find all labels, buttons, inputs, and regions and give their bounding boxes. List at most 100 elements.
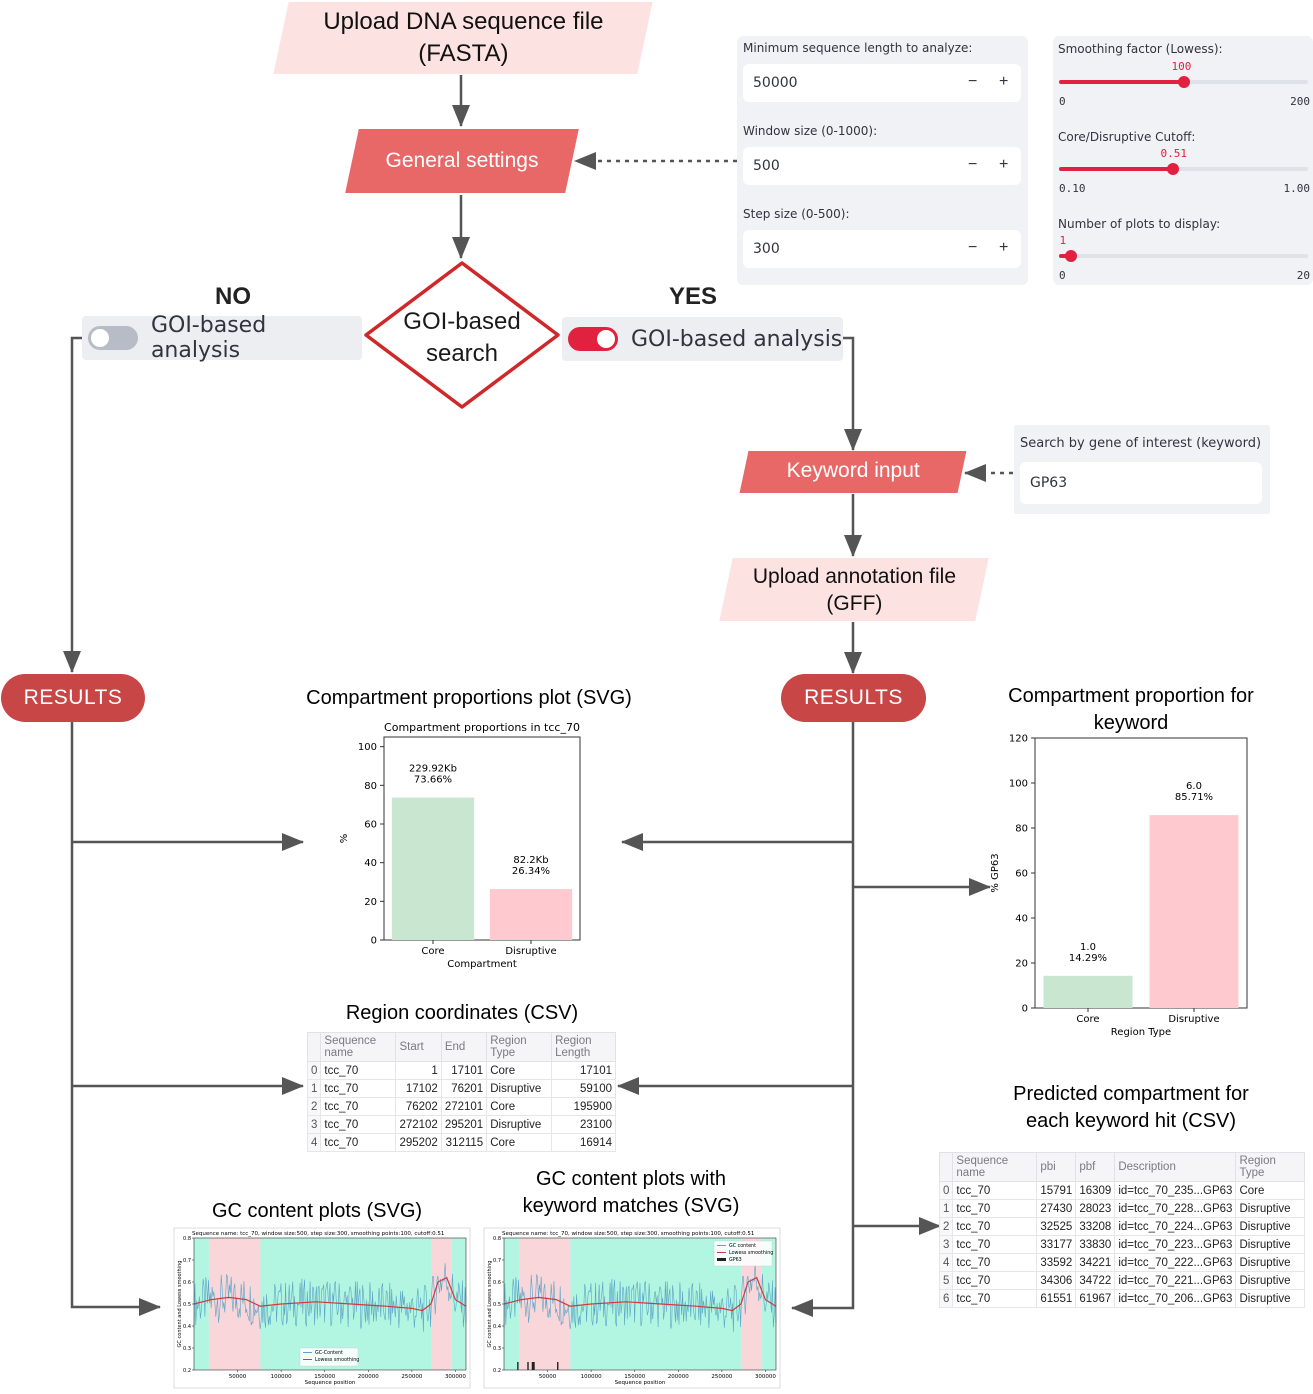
bar-value-label: 1.0 (1080, 942, 1096, 953)
keyword-value: GP63 (1030, 475, 1068, 491)
table-header[interactable] (938, 1152, 954, 1182)
region-disruptive (431, 1238, 452, 1370)
table-cell: id=tcc_70_223...GP63 (1114, 1235, 1237, 1254)
bar-value-label: 82.2Kb (513, 855, 548, 866)
y-tick-label: 0.7 (183, 1258, 191, 1264)
table-cell: 17102 (395, 1079, 442, 1098)
table-cell: tcc_70 (952, 1253, 1038, 1272)
cutoff-value: 0.51 (1160, 147, 1188, 160)
toggle-off-label: GOI-based analysis (150, 313, 267, 363)
table-cell: 27430 (1036, 1199, 1077, 1218)
gc-keyword-title: GC content plots with keyword matches (S… (522, 1168, 740, 1217)
y-axis-label: % GP63 (990, 853, 1001, 892)
table-cell: tcc_70 (952, 1289, 1038, 1308)
table-cell: 4 (306, 1133, 322, 1152)
table-header[interactable]: Sequence name (320, 1032, 397, 1062)
table-cell: Disruptive (1235, 1271, 1305, 1290)
table-cell: 33208 (1075, 1217, 1116, 1236)
table-cell: 61967 (1075, 1289, 1116, 1308)
table-header[interactable]: pbi (1036, 1152, 1077, 1182)
step-size-input[interactable]: 300 (743, 230, 1021, 268)
nplots-min: 0 (1059, 269, 1066, 282)
goi-search-diamond (364, 261, 560, 409)
bar-percent-label: 85.71% (1175, 792, 1213, 803)
y-tick-label: 120 (1009, 734, 1028, 745)
table-header[interactable]: End (440, 1032, 488, 1062)
goi-toggle-off[interactable]: GOI-based analysis (82, 313, 362, 363)
y-tick-label: 0.7 (493, 1258, 501, 1264)
gc-title: Sequence name: tcc_70, window size:500, … (502, 1231, 754, 1237)
table-cell: Core (486, 1133, 553, 1152)
smoothing-min: 0 (1059, 95, 1066, 108)
region-coordinates-table: Sequence name Start End Region Type Region L… (306, 1032, 616, 1152)
y-tick-label: 0.2 (493, 1368, 501, 1374)
keyword-panel: Search by gene of interest (keyword) GP6… (1014, 425, 1270, 514)
step-size-minus[interactable]: − (968, 239, 978, 256)
bar-core (1043, 975, 1133, 1008)
min-length-plus[interactable]: + (999, 73, 1009, 90)
bar-percent-label: 73.66% (414, 775, 452, 786)
no-label: NO (215, 283, 251, 310)
table-header[interactable]: Start (395, 1032, 442, 1062)
smoothing-max: 200 (1290, 95, 1310, 108)
table-cell: 17101 (440, 1061, 488, 1080)
results-right: RESULTS (781, 674, 926, 722)
yes-label: YES (669, 283, 718, 310)
y-tick-label: 20 (1015, 959, 1028, 970)
table-cell: id=tcc_70_206...GP63 (1114, 1289, 1237, 1308)
general-settings-panel: Minimum sequence length to analyze: 5000… (737, 36, 1028, 285)
min-length-input[interactable]: 50000 (743, 64, 1021, 102)
y-tick-label: 0.6 (493, 1280, 501, 1286)
keyword-input-field[interactable]: GP63 (1020, 462, 1262, 504)
y-tick-label: 0.3 (493, 1346, 501, 1352)
prop-plot-title: Compartment proportions plot (SVG) (306, 687, 632, 709)
legend-label: GP63 (729, 1257, 742, 1263)
table-cell: 0 (306, 1061, 322, 1080)
nplots-handle[interactable] (1065, 250, 1078, 262)
y-tick-label: 0.8 (183, 1236, 191, 1242)
cutoff-handle[interactable] (1166, 163, 1179, 175)
lowess-line (503, 1276, 777, 1312)
table-header[interactable]: Region Length (551, 1032, 616, 1062)
toggle-switch-off[interactable] (88, 326, 138, 350)
cutoff-track[interactable] (1059, 167, 1308, 171)
table-cell: 16914 (551, 1133, 616, 1152)
nplots-track[interactable] (1059, 254, 1308, 258)
step-size-plus[interactable]: + (999, 239, 1009, 256)
goi-toggle-on[interactable]: GOI-based analysis (562, 317, 843, 361)
smoothing-value: 100 (1171, 60, 1192, 73)
nplots-value: 1 (1059, 234, 1067, 247)
x-tick-label: 150000 (624, 1374, 645, 1380)
x-tick-label: 300000 (755, 1374, 776, 1380)
y-tick-label: 0.5 (493, 1302, 501, 1308)
region-csv-title: Region coordinates (CSV) (345, 1002, 579, 1024)
x-tick-label: 100000 (271, 1374, 292, 1380)
x-tick-label: 50000 (539, 1374, 557, 1380)
table-cell: 61551 (1036, 1289, 1077, 1308)
window-size-minus[interactable]: − (968, 156, 978, 173)
keyword-csv-title: Predicted compartment for each keyword h… (1013, 1083, 1249, 1132)
table-cell: tcc_70 (320, 1133, 397, 1152)
y-axis-label: % (339, 834, 350, 844)
min-length-minus[interactable]: − (968, 73, 978, 90)
table-header[interactable]: Sequence name (952, 1152, 1038, 1182)
gc-plot-title: GC content plots (SVG) (211, 1200, 423, 1222)
x-tick-label: Disruptive (1168, 1014, 1219, 1025)
smoothing-handle[interactable] (1177, 76, 1190, 88)
bar-core (391, 797, 475, 940)
legend-label: GC-Content (315, 1350, 343, 1356)
window-size-plus[interactable]: + (999, 156, 1009, 173)
window-size-input[interactable]: 500 (743, 147, 1021, 185)
x-tick-label: 50000 (229, 1374, 247, 1380)
table-cell: 1 (306, 1079, 322, 1098)
table-cell: 32525 (1036, 1217, 1077, 1236)
smoothing-fill (1059, 80, 1184, 84)
y-tick-label: 0.4 (183, 1324, 191, 1330)
toggle-switch-on[interactable] (568, 327, 618, 351)
table-header[interactable]: Region Type (1235, 1152, 1305, 1182)
table-header[interactable]: pbf (1075, 1152, 1116, 1182)
keyword-hit-mark (533, 1362, 535, 1370)
cutoff-fill (1059, 167, 1173, 171)
x-axis-label: Region Type (1111, 1027, 1171, 1038)
